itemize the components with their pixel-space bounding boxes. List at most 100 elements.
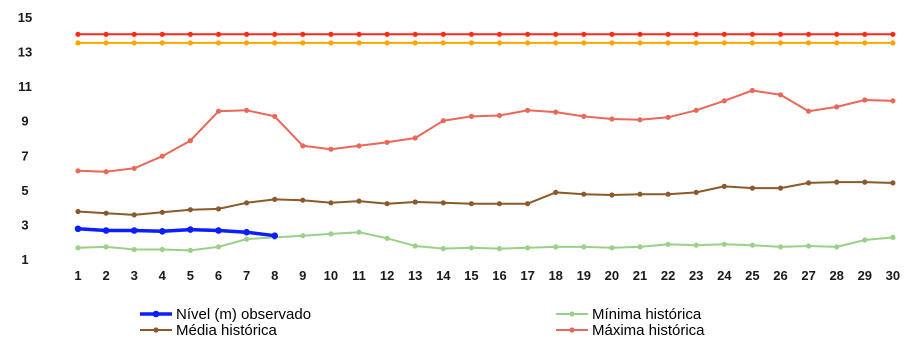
data-point bbox=[103, 244, 109, 250]
data-point bbox=[328, 200, 334, 206]
data-point bbox=[300, 197, 306, 203]
data-point bbox=[496, 40, 503, 46]
data-point bbox=[525, 107, 531, 113]
legend-item: Mínima histórica bbox=[556, 306, 702, 323]
data-point bbox=[103, 40, 109, 46]
data-point bbox=[103, 31, 109, 37]
data-point bbox=[721, 31, 727, 37]
data-point bbox=[693, 242, 699, 248]
y-tick-label: 13 bbox=[18, 45, 32, 60]
data-point bbox=[244, 200, 250, 206]
data-point bbox=[244, 40, 250, 46]
data-point bbox=[412, 199, 418, 205]
data-point bbox=[693, 31, 699, 37]
series-5 bbox=[75, 31, 896, 37]
legend-swatch-marker bbox=[569, 327, 575, 333]
x-tick-label: 15 bbox=[464, 268, 478, 283]
legend-item: Nível (m) observado bbox=[140, 306, 311, 323]
data-point bbox=[890, 234, 896, 240]
legend-swatch-marker bbox=[152, 310, 160, 318]
data-point bbox=[75, 40, 81, 46]
data-point bbox=[159, 31, 165, 37]
data-point bbox=[777, 185, 784, 191]
x-tick-label: 20 bbox=[605, 268, 619, 283]
y-tick-label: 3 bbox=[21, 217, 28, 232]
data-point bbox=[440, 118, 446, 124]
data-point bbox=[468, 201, 474, 207]
x-tick-label: 30 bbox=[886, 268, 900, 283]
data-point bbox=[215, 108, 222, 114]
data-point bbox=[693, 189, 699, 195]
data-point bbox=[103, 169, 109, 175]
x-tick-label: 22 bbox=[661, 268, 675, 283]
data-point bbox=[74, 225, 82, 233]
data-point bbox=[862, 40, 868, 46]
data-point bbox=[440, 200, 446, 206]
data-point bbox=[637, 244, 643, 250]
series-line bbox=[77, 181, 894, 216]
data-point bbox=[300, 233, 306, 239]
x-tick-label: 9 bbox=[299, 268, 306, 283]
data-point bbox=[609, 116, 615, 122]
data-point bbox=[271, 232, 279, 239]
data-point bbox=[525, 201, 531, 207]
data-point bbox=[131, 31, 137, 37]
data-point bbox=[103, 210, 109, 216]
data-point bbox=[777, 92, 784, 98]
data-point bbox=[328, 231, 334, 237]
x-tick-label: 29 bbox=[858, 268, 872, 283]
x-tick-label: 8 bbox=[271, 268, 278, 283]
y-tick-label: 7 bbox=[21, 148, 28, 163]
data-point bbox=[384, 235, 390, 241]
data-point bbox=[581, 40, 587, 46]
data-point bbox=[159, 246, 165, 253]
data-point bbox=[130, 227, 138, 234]
data-point bbox=[777, 40, 784, 46]
data-point bbox=[300, 31, 306, 37]
x-axis: 1 2 3 4 5 6 7 8 9 10 11 12 13 14 15 16 17 18 19 20 21 22 23 24 2… bbox=[74, 268, 900, 283]
data-point bbox=[412, 40, 418, 46]
data-point bbox=[665, 114, 671, 120]
data-point bbox=[665, 241, 671, 247]
data-point bbox=[412, 243, 418, 249]
x-tick-label: 12 bbox=[380, 268, 394, 283]
data-point bbox=[384, 40, 390, 46]
data-point bbox=[581, 31, 587, 37]
data-point bbox=[187, 226, 194, 233]
x-tick-label: 4 bbox=[159, 268, 167, 283]
data-point bbox=[159, 209, 165, 215]
legend-swatch-marker bbox=[569, 311, 575, 317]
series-2 bbox=[75, 179, 896, 218]
x-tick-label: 5 bbox=[187, 268, 194, 283]
data-point bbox=[215, 244, 222, 250]
x-tick-label: 27 bbox=[801, 268, 815, 283]
data-point bbox=[215, 31, 222, 37]
data-point bbox=[806, 40, 812, 46]
data-point bbox=[356, 40, 362, 46]
series-line bbox=[77, 231, 894, 252]
x-tick-label: 13 bbox=[408, 268, 422, 283]
data-point bbox=[777, 31, 784, 37]
data-point bbox=[300, 143, 306, 149]
data-point bbox=[75, 245, 81, 251]
series-0 bbox=[74, 225, 279, 239]
data-point bbox=[356, 198, 362, 204]
data-point bbox=[553, 40, 559, 46]
data-point bbox=[665, 40, 671, 46]
data-point bbox=[609, 40, 615, 46]
x-tick-label: 3 bbox=[131, 268, 138, 283]
data-point bbox=[215, 206, 222, 212]
data-point bbox=[609, 192, 615, 198]
data-point bbox=[496, 31, 503, 37]
data-point bbox=[384, 31, 390, 37]
legend: Nível (m) observado Mínima histórica Média… bbox=[140, 306, 705, 339]
data-point bbox=[244, 107, 250, 113]
data-point bbox=[159, 228, 166, 235]
series-line bbox=[77, 89, 894, 173]
data-point bbox=[272, 113, 278, 119]
data-point bbox=[890, 31, 896, 37]
x-tick-label: 26 bbox=[773, 268, 787, 283]
data-point bbox=[862, 179, 868, 185]
data-point bbox=[637, 191, 643, 197]
